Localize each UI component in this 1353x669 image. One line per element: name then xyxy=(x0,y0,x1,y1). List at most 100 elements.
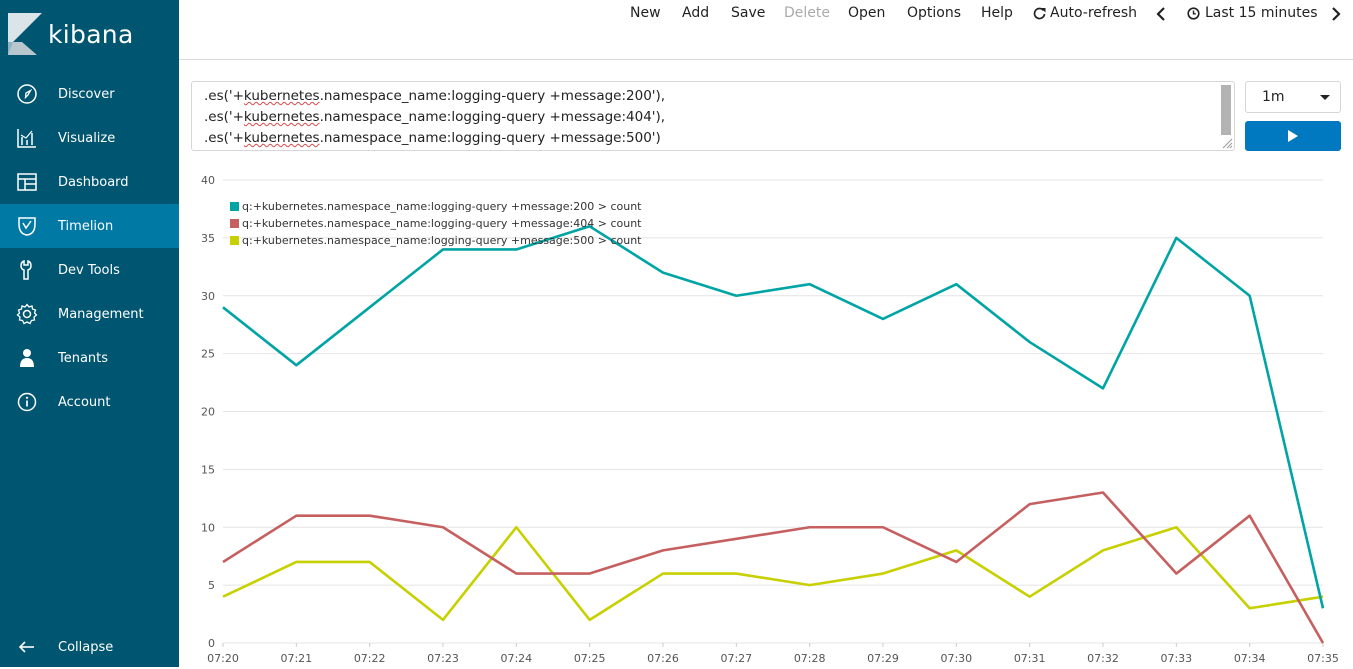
legend-swatch xyxy=(230,219,239,228)
x-tick-label: 07:22 xyxy=(354,652,386,665)
expression-text: kubernetes xyxy=(243,130,320,146)
expression-scrollbar[interactable] xyxy=(1221,85,1231,135)
y-tick-label: 15 xyxy=(201,463,215,476)
timelion-chart: 0 5 10 15 20 25 30 35 40 07:20 07:21 07:22 07:23 07:2… xyxy=(201,174,1339,665)
sidebar-item-discover[interactable]: Discover xyxy=(0,72,179,116)
kibana-logo-icon xyxy=(8,13,42,55)
x-tick-label: 07:21 xyxy=(280,652,312,665)
sidebar-item-label: Account xyxy=(58,394,111,410)
expression-text: .namespace_name:logging-query +message:2… xyxy=(319,88,666,104)
play-icon xyxy=(1288,130,1298,142)
compass-icon xyxy=(17,84,37,104)
legend-swatch xyxy=(230,236,239,245)
save-button[interactable]: Save xyxy=(731,5,766,21)
sidebar-item-label: Tenants xyxy=(58,350,109,366)
auto-refresh-button[interactable]: Auto-refresh xyxy=(1033,5,1137,21)
help-button[interactable]: Help xyxy=(981,5,1013,21)
y-tick-label: 30 xyxy=(201,290,215,303)
x-tick-label: 07:27 xyxy=(720,652,752,665)
expression-line: .es('+kubernetes.namespace_name:logging-… xyxy=(204,86,1234,107)
run-button[interactable] xyxy=(1245,121,1341,151)
sidebar-item-label: Visualize xyxy=(58,130,116,146)
info-icon xyxy=(17,392,37,412)
y-tick-label: 35 xyxy=(201,232,215,245)
gear-icon xyxy=(16,303,38,325)
x-tick-label: 07:26 xyxy=(647,652,679,665)
time-forward-button[interactable] xyxy=(1331,7,1341,21)
x-tick-label: 07:35 xyxy=(1307,652,1339,665)
legend-item[interactable]: q:+kubernetes.namespace_name:logging-que… xyxy=(230,217,641,230)
app-name: kibana xyxy=(48,19,134,49)
auto-refresh-label: Auto-refresh xyxy=(1050,5,1138,21)
sidebar-item-dashboard[interactable]: Dashboard xyxy=(0,160,179,204)
new-button[interactable]: New xyxy=(630,5,661,21)
sidebar-item-label: Management xyxy=(58,306,144,322)
delete-button[interactable]: Delete xyxy=(784,5,830,21)
x-tick-label: 07:24 xyxy=(500,652,532,665)
legend-label: q:+kubernetes.namespace_name:logging-que… xyxy=(242,234,642,247)
y-tick-label: 5 xyxy=(208,579,215,592)
expression-text: .es('+ xyxy=(204,88,244,104)
expression-text: .es('+ xyxy=(204,130,244,146)
y-tick-label: 10 xyxy=(201,521,215,534)
resize-handle-icon[interactable] xyxy=(1221,137,1233,149)
y-tick-label: 25 xyxy=(201,348,215,361)
expression-line: .es('+kubernetes.namespace_name:logging-… xyxy=(204,107,1234,128)
sidebar-item-label: Timelion xyxy=(58,218,114,234)
dashboard-icon xyxy=(17,173,37,191)
sidebar: kibana Discover Visualize Dashboard Time… xyxy=(0,0,179,667)
legend-item[interactable]: q:+kubernetes.namespace_name:logging-que… xyxy=(230,234,641,247)
sidebar-item-tenants[interactable]: Tenants xyxy=(0,336,179,380)
expression-text: .namespace_name:logging-query +message:5… xyxy=(319,130,661,146)
x-tick-label: 07:25 xyxy=(574,652,606,665)
bar-chart-icon xyxy=(17,129,36,148)
legend-swatch xyxy=(230,202,239,211)
time-back-button[interactable] xyxy=(1156,7,1166,21)
open-button[interactable]: Open xyxy=(848,5,886,21)
legend-label: q:+kubernetes.namespace_name:logging-que… xyxy=(242,200,642,213)
interval-select[interactable]: 1m xyxy=(1245,81,1341,113)
expression-text: kubernetes xyxy=(243,88,320,104)
series-line xyxy=(222,491,1325,644)
expression-text: kubernetes xyxy=(243,109,320,125)
kibana-logo[interactable]: kibana xyxy=(8,13,134,55)
collapse-button[interactable]: Collapse xyxy=(0,625,179,669)
timelion-icon xyxy=(18,217,36,236)
caret-down-icon xyxy=(1320,95,1330,100)
chevron-left-icon xyxy=(1156,7,1165,21)
sidebar-item-account[interactable]: Account xyxy=(0,380,179,424)
expression-line: .es('+kubernetes.namespace_name:logging-… xyxy=(204,128,1234,149)
arrow-left-icon xyxy=(18,641,34,653)
expression-text: .namespace_name:logging-query +message:4… xyxy=(319,109,666,125)
clock-icon xyxy=(1187,6,1200,20)
options-button[interactable]: Options xyxy=(907,5,962,21)
x-tick-label: 07:28 xyxy=(794,652,826,665)
y-tick-label: 20 xyxy=(201,406,215,419)
wrench-icon xyxy=(20,259,32,280)
sidebar-item-timelion[interactable]: Timelion xyxy=(0,204,179,248)
x-tick-label: 07:32 xyxy=(1087,652,1119,665)
time-picker-button[interactable]: Last 15 minutes xyxy=(1187,5,1318,21)
legend-item[interactable]: q:+kubernetes.namespace_name:logging-que… xyxy=(230,200,641,213)
sidebar-item-management[interactable]: Management xyxy=(0,292,179,336)
time-range-label: Last 15 minutes xyxy=(1205,5,1318,21)
sidebar-item-label: Dashboard xyxy=(58,174,129,190)
x-tick-label: 07:29 xyxy=(867,652,899,665)
x-tick-label: 07:23 xyxy=(427,652,459,665)
user-icon xyxy=(20,349,34,367)
x-tick-label: 07:31 xyxy=(1014,652,1046,665)
sidebar-item-dev-tools[interactable]: Dev Tools xyxy=(0,248,179,292)
expression-input[interactable]: .es('+kubernetes.namespace_name:logging-… xyxy=(191,81,1235,151)
collapse-label: Collapse xyxy=(58,639,114,655)
x-tick-label: 07:20 xyxy=(207,652,239,665)
series-line xyxy=(222,525,1324,622)
add-button[interactable]: Add xyxy=(682,5,710,21)
interval-value: 1m xyxy=(1262,89,1285,105)
y-tick-label: 0 xyxy=(208,637,215,650)
x-tick-label: 07:30 xyxy=(940,652,972,665)
expression-text: .es('+ xyxy=(204,109,244,125)
sidebar-item-visualize[interactable]: Visualize xyxy=(0,116,179,160)
x-tick-label: 07:33 xyxy=(1160,652,1192,665)
series-line xyxy=(222,225,1325,609)
top-nav xyxy=(179,0,1353,60)
